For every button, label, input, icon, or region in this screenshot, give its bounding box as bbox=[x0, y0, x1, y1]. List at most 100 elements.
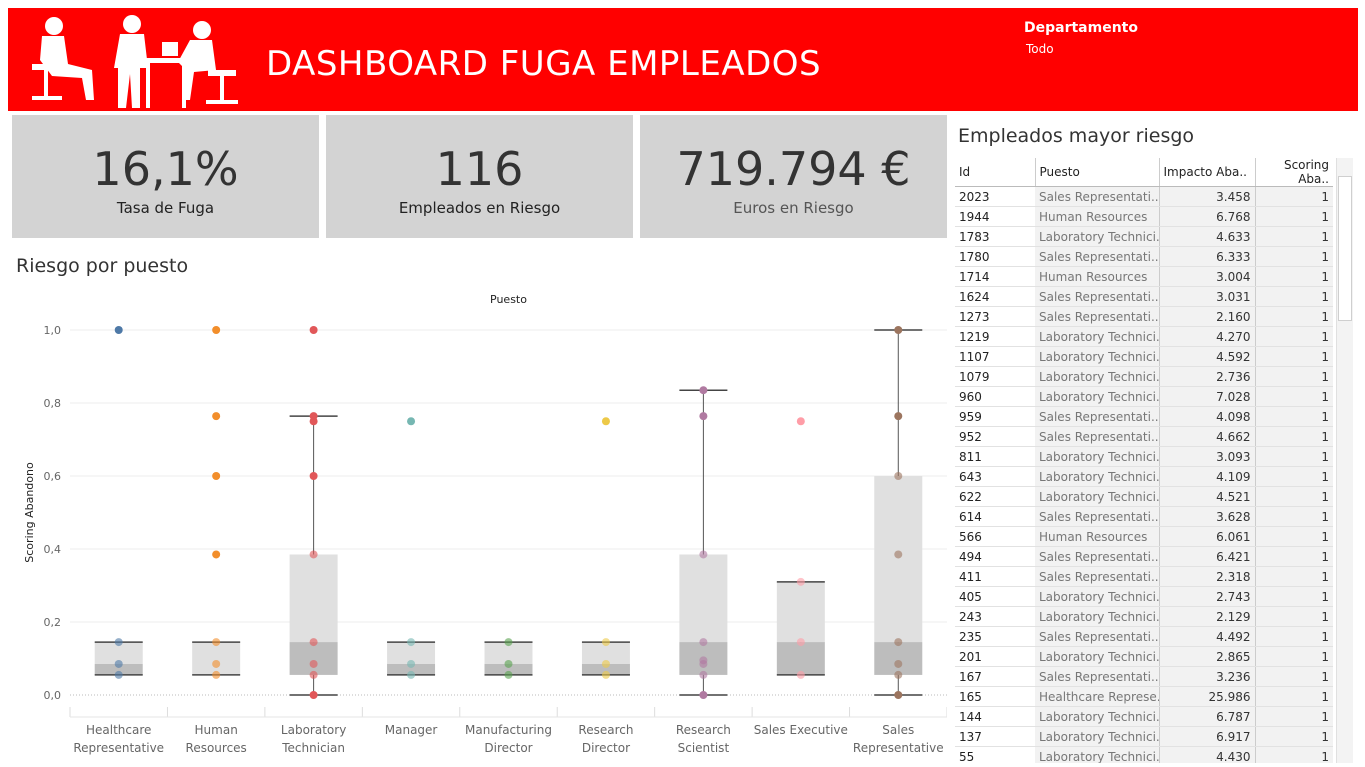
table-cell-id: 952 bbox=[955, 426, 1035, 447]
table-row[interactable]: 167 Sales Representati.. 3.236 1 bbox=[955, 666, 1333, 687]
table-row[interactable]: 2023 Sales Representati.. 3.458 1 bbox=[955, 186, 1333, 207]
table-row[interactable]: 566 Human Resources 6.061 1 bbox=[955, 526, 1333, 547]
data-point bbox=[894, 670, 903, 679]
table-row[interactable]: 1273 Sales Representati.. 2.160 1 bbox=[955, 306, 1333, 327]
column-header-id[interactable]: Id bbox=[955, 158, 1036, 187]
x-category-label: Healthcare bbox=[86, 723, 151, 737]
data-point bbox=[796, 577, 805, 586]
table-cell-id: 1780 bbox=[955, 246, 1035, 267]
kpi-label: Euros en Riesgo bbox=[733, 199, 854, 217]
y-axis-label: Scoring Abandono bbox=[23, 462, 36, 563]
table-row[interactable]: 494 Sales Representati.. 6.421 1 bbox=[955, 546, 1333, 567]
table-row[interactable]: 959 Sales Representati.. 4.098 1 bbox=[955, 406, 1333, 427]
data-point bbox=[504, 670, 513, 679]
table-cell-score: 1 bbox=[1255, 426, 1333, 447]
table-row[interactable]: 137 Laboratory Technici.. 6.917 1 bbox=[955, 726, 1333, 747]
table-cell-imp: 2.160 bbox=[1159, 306, 1256, 327]
table-row[interactable]: 405 Laboratory Technici.. 2.743 1 bbox=[955, 586, 1333, 607]
table-row[interactable]: 235 Sales Representati.. 4.492 1 bbox=[955, 626, 1333, 647]
table-row[interactable]: 811 Laboratory Technici.. 3.093 1 bbox=[955, 446, 1333, 467]
table-row[interactable]: 1780 Sales Representati.. 6.333 1 bbox=[955, 246, 1333, 267]
table-cell-puesto: Laboratory Technici.. bbox=[1035, 586, 1160, 607]
filter-value[interactable]: Todo bbox=[1026, 42, 1054, 56]
table-cell-score: 1 bbox=[1255, 626, 1333, 647]
table-row[interactable]: 411 Sales Representati.. 2.318 1 bbox=[955, 566, 1333, 587]
table-cell-imp: 3.628 bbox=[1159, 506, 1256, 527]
table-cell-score: 1 bbox=[1255, 546, 1333, 567]
table-cell-imp: 4.492 bbox=[1159, 626, 1256, 647]
table-row[interactable]: 1714 Human Resources 3.004 1 bbox=[955, 266, 1333, 287]
table-row[interactable]: 643 Laboratory Technici.. 4.109 1 bbox=[955, 466, 1333, 487]
table-row[interactable]: 1783 Laboratory Technici.. 4.633 1 bbox=[955, 226, 1333, 247]
data-point bbox=[699, 412, 708, 421]
table-row[interactable]: 201 Laboratory Technici.. 2.865 1 bbox=[955, 646, 1333, 667]
table-cell-score: 1 bbox=[1255, 346, 1333, 367]
table-cell-id: 960 bbox=[955, 386, 1035, 407]
table-cell-imp: 4.662 bbox=[1159, 426, 1256, 447]
table-row[interactable]: 1107 Laboratory Technici.. 4.592 1 bbox=[955, 346, 1333, 367]
table-cell-id: 411 bbox=[955, 566, 1035, 587]
data-point bbox=[212, 472, 221, 480]
table-cell-puesto: Laboratory Technici.. bbox=[1035, 646, 1160, 667]
kpi-value: 719.794 € bbox=[676, 142, 911, 196]
table-row[interactable]: 144 Laboratory Technici.. 6.787 1 bbox=[955, 706, 1333, 727]
table-row[interactable]: 614 Sales Representati.. 3.628 1 bbox=[955, 506, 1333, 527]
box-upper bbox=[874, 476, 923, 643]
scrollbar-thumb[interactable] bbox=[1338, 176, 1352, 321]
table-cell-imp: 6.061 bbox=[1159, 526, 1256, 547]
table-cell-score: 1 bbox=[1255, 726, 1333, 747]
data-point bbox=[601, 659, 610, 668]
table-cell-score: 1 bbox=[1255, 586, 1333, 607]
table-row[interactable]: 622 Laboratory Technici.. 4.521 1 bbox=[955, 486, 1333, 507]
data-point bbox=[796, 638, 805, 647]
chart-section-title: Riesgo por puesto bbox=[16, 255, 189, 277]
table-cell-imp: 4.270 bbox=[1159, 326, 1256, 347]
box-lower bbox=[581, 663, 630, 675]
box-upper bbox=[387, 642, 436, 664]
table-row[interactable]: 165 Healthcare Represe.. 25.986 1 bbox=[955, 686, 1333, 707]
filter-label: Departamento bbox=[1024, 20, 1138, 36]
table-cell-imp: 2.129 bbox=[1159, 606, 1256, 627]
data-point bbox=[309, 638, 318, 647]
box-lower bbox=[484, 663, 533, 675]
table-row[interactable]: 952 Sales Representati.. 4.662 1 bbox=[955, 426, 1333, 447]
table-cell-imp: 6.768 bbox=[1159, 206, 1256, 227]
table-cell-puesto: Sales Representati.. bbox=[1035, 566, 1160, 587]
data-point bbox=[212, 550, 221, 559]
x-category-label: Manager bbox=[385, 723, 438, 737]
table-cell-id: 165 bbox=[955, 686, 1035, 707]
data-point bbox=[114, 670, 123, 679]
data-point bbox=[504, 659, 513, 668]
table-scrollbar[interactable] bbox=[1336, 158, 1353, 763]
data-point bbox=[894, 638, 903, 647]
department-filter[interactable]: Departamento Todo bbox=[1024, 20, 1138, 56]
table-row[interactable]: 1079 Laboratory Technici.. 2.736 1 bbox=[955, 366, 1333, 387]
data-point bbox=[699, 659, 708, 668]
y-tick-label: 0,2 bbox=[44, 616, 62, 629]
table-cell-imp: 2.736 bbox=[1159, 366, 1256, 387]
x-category-label: Sales Executive bbox=[754, 723, 848, 737]
x-category-label: Representative bbox=[853, 741, 944, 755]
column-header-impacto[interactable]: Impacto Aba.. bbox=[1159, 158, 1256, 187]
box-upper bbox=[192, 642, 241, 675]
table-row[interactable]: 960 Laboratory Technici.. 7.028 1 bbox=[955, 386, 1333, 407]
table-cell-id: 494 bbox=[955, 546, 1035, 567]
table-row[interactable]: 1219 Laboratory Technici.. 4.270 1 bbox=[955, 326, 1333, 347]
table-cell-id: 566 bbox=[955, 526, 1035, 547]
table-cell-imp: 4.430 bbox=[1159, 746, 1256, 763]
table-header-row: Id Puesto Impacto Aba.. Scoring Aba.. bbox=[955, 158, 1333, 187]
table-row[interactable]: 1944 Human Resources 6.768 1 bbox=[955, 206, 1333, 227]
table-row[interactable]: 243 Laboratory Technici.. 2.129 1 bbox=[955, 606, 1333, 627]
table-cell-puesto: Laboratory Technici.. bbox=[1035, 466, 1160, 487]
table-cell-score: 1 bbox=[1255, 246, 1333, 267]
table-row[interactable]: 55 Laboratory Technici.. 4.430 1 bbox=[955, 746, 1333, 763]
table-cell-puesto: Sales Representati.. bbox=[1035, 186, 1160, 207]
column-header-puesto[interactable]: Puesto bbox=[1035, 158, 1160, 187]
table-cell-score: 1 bbox=[1255, 206, 1333, 227]
table-cell-puesto: Laboratory Technici.. bbox=[1035, 446, 1160, 467]
column-header-scoring[interactable]: Scoring Aba.. bbox=[1255, 158, 1333, 187]
table-row[interactable]: 1624 Sales Representati.. 3.031 1 bbox=[955, 286, 1333, 307]
data-point bbox=[212, 670, 221, 679]
table-cell-score: 1 bbox=[1255, 306, 1333, 327]
kpi-label: Empleados en Riesgo bbox=[398, 199, 561, 217]
